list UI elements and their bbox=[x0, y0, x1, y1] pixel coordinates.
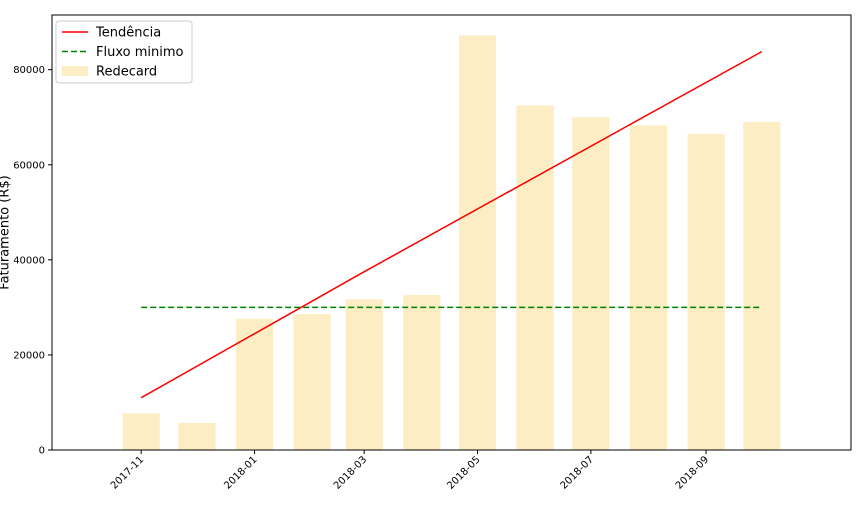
y-tick-label: 40000 bbox=[13, 255, 45, 266]
bar-2018-04 bbox=[403, 295, 441, 450]
bar-2018-07 bbox=[572, 117, 610, 451]
x-axis: 2017-11 2018-01 2018-03 2018-05 2018-07 2018-… bbox=[109, 450, 711, 492]
x-tick-label: 2017-11 bbox=[109, 454, 146, 491]
bar-2018-06 bbox=[516, 105, 554, 450]
x-tick-label: 2018-07 bbox=[559, 454, 596, 491]
plot-frame bbox=[51, 14, 852, 451]
bar-2018-01 bbox=[235, 318, 274, 450]
y-tick-label: 60000 bbox=[13, 160, 45, 171]
bars-layer bbox=[122, 35, 781, 451]
y-tick-label: 80000 bbox=[13, 65, 45, 76]
x-tick-label: 2018-03 bbox=[332, 454, 369, 491]
bar-2018-05 bbox=[458, 35, 497, 450]
legend-label: Redecard bbox=[96, 65, 157, 80]
x-tick-label: 2018-05 bbox=[445, 454, 482, 491]
legend-swatch bbox=[62, 66, 88, 76]
bar-2018-02 bbox=[293, 314, 331, 450]
legend-label: Fluxo minimo bbox=[96, 45, 183, 60]
y-tick-label: 0 bbox=[39, 446, 45, 457]
legend-label: Tendência bbox=[95, 26, 161, 41]
y-tick-label: 20000 bbox=[13, 350, 45, 361]
y-axis-label: Faturamento (R$) bbox=[0, 175, 13, 289]
bar-2018-03 bbox=[345, 299, 383, 450]
bar-2018-08 bbox=[629, 125, 668, 451]
x-tick-label: 2018-01 bbox=[222, 454, 259, 491]
y-axis: 0 20000 40000 60000 80000 bbox=[13, 65, 52, 457]
legend-box bbox=[55, 20, 193, 84]
bar-2018-10 bbox=[743, 121, 781, 450]
bar-2017-11 bbox=[122, 413, 160, 450]
trend-line bbox=[140, 50, 763, 399]
lines-layer bbox=[140, 50, 763, 399]
legend: Tendência Fluxo minimo Redecard bbox=[55, 20, 193, 84]
bar-2017-12 bbox=[178, 422, 216, 450]
x-tick-label: 2018-09 bbox=[674, 454, 711, 491]
bar-2018-09 bbox=[687, 133, 725, 450]
